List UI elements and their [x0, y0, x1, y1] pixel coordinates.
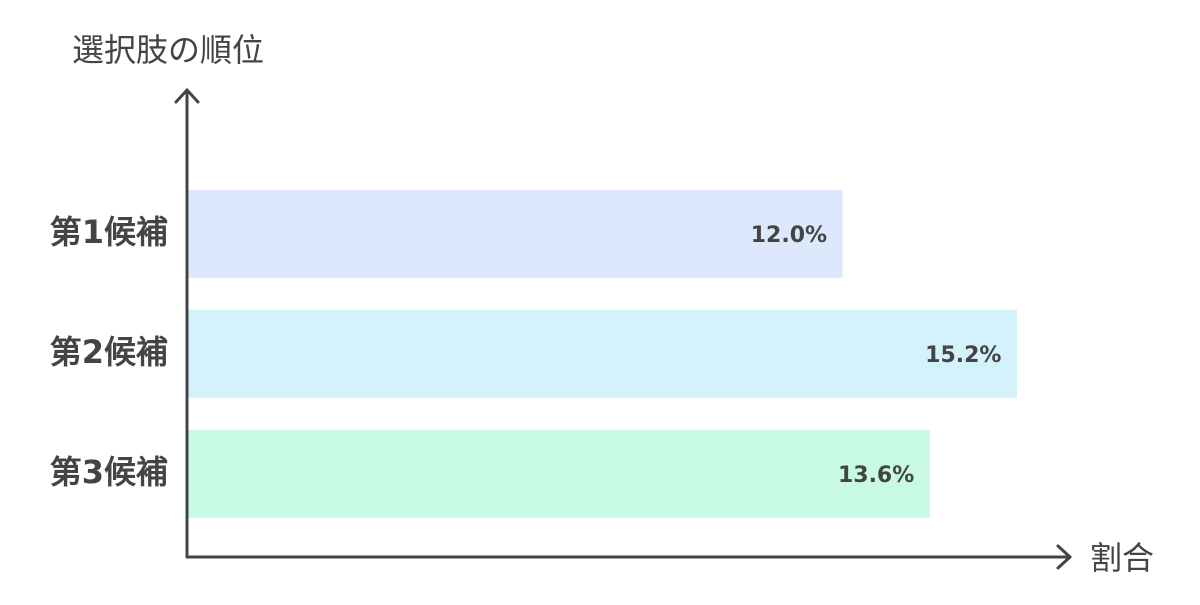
bar [188, 430, 930, 518]
value-label: 15.2% [925, 343, 1001, 368]
category-label: 第2候補 [50, 333, 168, 371]
category-label: 第3候補 [50, 453, 168, 491]
bar [188, 310, 1017, 398]
category-label: 第1候補 [50, 213, 168, 251]
value-label: 13.6% [838, 463, 914, 488]
value-label: 12.0% [751, 223, 827, 248]
y-axis-label: 選択肢の順位 [72, 31, 264, 69]
x-axis-label: 割合 [1090, 539, 1154, 577]
bar [188, 190, 843, 278]
x-axis-arrow [1056, 544, 1072, 570]
axes [174, 88, 1072, 570]
y-axis-arrow [174, 88, 200, 104]
